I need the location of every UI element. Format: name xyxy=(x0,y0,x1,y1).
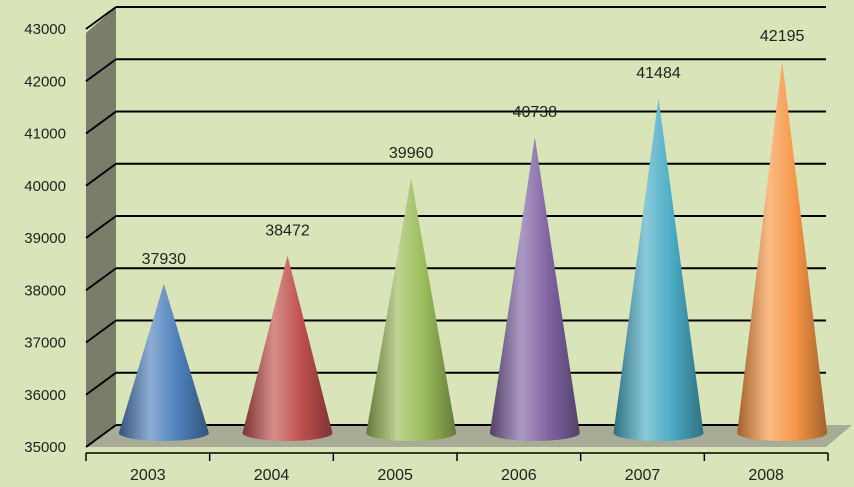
cones xyxy=(118,61,828,441)
gridline-side xyxy=(85,371,117,396)
cone-body xyxy=(613,98,704,441)
y-tick-label: 38000 xyxy=(24,282,66,299)
x-axis: 2003 2004 2005 2006 2007 2008 xyxy=(85,452,829,484)
cone-body xyxy=(366,177,457,441)
cone-body xyxy=(737,61,828,441)
cone-2004 xyxy=(242,255,333,441)
data-labels: 37930 38472 39960 40738 41484 42195 xyxy=(142,28,805,268)
chart-walls xyxy=(86,7,852,447)
data-label: 40738 xyxy=(513,104,558,121)
y-axis: 35000 36000 37000 38000 39000 40000 41000 42000… xyxy=(24,21,66,456)
data-label: 38472 xyxy=(265,223,310,240)
gridlines xyxy=(85,6,826,448)
gridline-side xyxy=(85,58,117,83)
data-label: 39960 xyxy=(389,145,434,162)
x-tick-label: 2006 xyxy=(501,467,537,484)
x-tick-label: 2007 xyxy=(625,467,661,484)
y-tick-label: 42000 xyxy=(24,73,66,90)
gridline-side xyxy=(85,6,117,30)
gridline-side xyxy=(85,110,117,135)
cone-body xyxy=(242,255,333,441)
cone-body xyxy=(118,283,209,441)
x-tick-label: 2004 xyxy=(254,467,290,484)
cone-2008 xyxy=(737,61,828,441)
y-tick-label: 39000 xyxy=(24,230,66,247)
data-label: 42195 xyxy=(760,28,805,45)
y-tick-label: 41000 xyxy=(24,126,66,143)
x-tick-label: 2003 xyxy=(130,467,166,484)
gridline-side xyxy=(85,424,117,448)
y-tick-label: 40000 xyxy=(24,178,66,195)
gridline-side xyxy=(85,267,117,292)
y-tick-label: 36000 xyxy=(24,387,66,404)
cone-body xyxy=(489,137,580,441)
cone-2005 xyxy=(366,177,457,441)
cone-2007 xyxy=(613,98,704,441)
data-label: 41484 xyxy=(636,65,681,82)
cone-2003 xyxy=(118,283,209,441)
y-tick-label: 43000 xyxy=(24,21,66,38)
y-tick-label: 35000 xyxy=(24,439,66,456)
x-tick-label: 2005 xyxy=(377,467,413,484)
cone-2006 xyxy=(489,137,580,441)
gridline-side xyxy=(85,319,117,344)
y-tick-label: 37000 xyxy=(24,335,66,352)
x-tick-label: 2008 xyxy=(748,467,784,484)
gridline-side xyxy=(85,162,117,187)
gridline-side xyxy=(85,215,117,239)
data-label: 37930 xyxy=(142,251,187,268)
